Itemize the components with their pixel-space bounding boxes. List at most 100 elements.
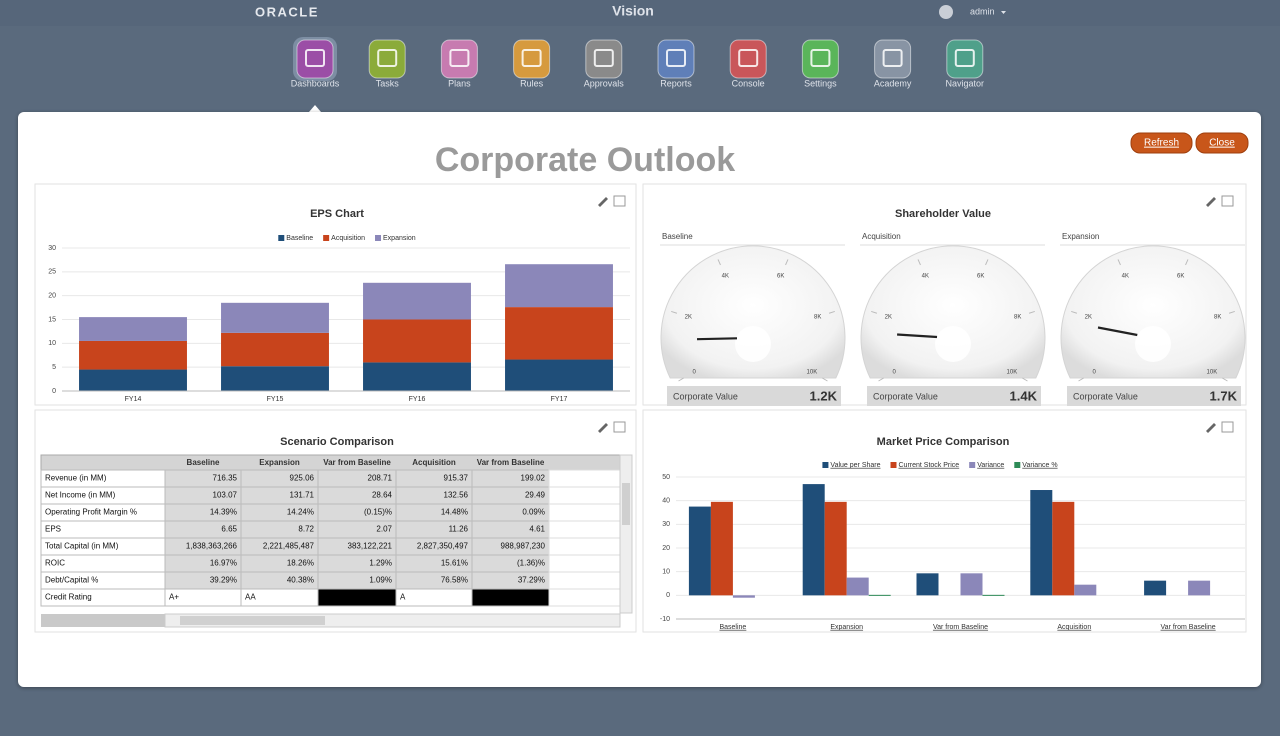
nav-label[interactable]: Approvals [584,78,625,88]
nav-icon[interactable] [513,39,551,79]
legend-swatch[interactable] [969,462,976,468]
table-cell [548,486,621,505]
column-header: Baseline [187,458,220,467]
user-name[interactable]: admin [970,6,995,16]
y-tick-label: 25 [48,269,56,276]
nav-label[interactable]: Rules [520,78,544,88]
edit-icon[interactable] [1206,197,1216,207]
maximize-icon[interactable] [613,421,626,433]
user-icon[interactable] [939,5,953,19]
horizontal-scroll-thumb[interactable] [180,616,325,625]
edit-icon[interactable] [1206,423,1216,433]
gauge-tick [822,377,828,382]
y-tick-label: 10 [48,340,56,347]
cell-value: 716.35 [213,474,238,483]
maximize-icon[interactable] [1221,195,1234,207]
vertical-scrollbar[interactable] [619,454,633,614]
cell-value: 28.64 [372,491,393,500]
bar-segment [79,317,187,341]
bar [710,501,733,596]
cell-value: 40.38% [287,576,314,585]
gauge-tick [1022,377,1028,382]
nav-label[interactable]: Reports [660,78,692,88]
gauge-value: 1.2K [810,388,838,403]
nav-label[interactable]: Settings [804,78,837,88]
nav-icon[interactable] [368,39,406,79]
user-caret[interactable] [1001,11,1006,14]
cell-value: AA [245,593,256,602]
maximize-icon[interactable] [1221,421,1234,433]
row-label: Operating Profit Margin % [45,508,137,517]
nav-icon[interactable] [440,39,478,79]
gauge-tick-label: 10K [1007,370,1018,376]
legend-label[interactable]: Current Stock Price [899,462,960,469]
cell-value: 925.06 [290,474,315,483]
button-label[interactable]: Close [1209,138,1235,149]
nav-icon[interactable] [801,39,839,79]
bar [1052,501,1075,596]
vertical-scroll-thumb[interactable] [622,483,630,525]
gauge-tick-label: 4K [922,273,929,279]
maximize-icon[interactable] [613,195,626,207]
gauge-tick-label: 6K [1177,273,1184,279]
nav-icon-glyph [954,49,975,67]
gauge-needle [696,337,738,341]
y-tick-label: 0 [666,592,670,599]
legend-swatch[interactable] [822,462,829,468]
gauge-tick-label: 8K [814,315,821,321]
gauge-header: Expansion [1062,232,1099,241]
legend-label[interactable]: Variance [977,462,1004,469]
cell-value: 199.02 [521,474,546,483]
gauge-tick [1228,310,1235,314]
legend-swatch[interactable] [1014,462,1021,468]
table-cell [548,537,621,556]
cell-value: 2,221,485,487 [263,542,315,551]
bar [1144,580,1167,596]
legend-swatch [323,235,330,241]
legend: Value per Share Current Stock Price Varian… [822,462,1058,469]
bar-segment [363,282,471,320]
nav-icon-glyph [810,49,831,67]
cell-value: 2.07 [376,525,392,534]
table-cell [471,588,550,607]
nav-icon[interactable] [946,39,984,79]
table-cell [548,571,621,590]
gauge-tick-label: 2K [885,315,892,321]
button-label[interactable]: Refresh [1144,138,1179,149]
nav-icon[interactable] [729,39,767,79]
cell-value: 76.58% [441,576,468,585]
legend-label[interactable]: Variance % [1022,462,1057,469]
y-tick-label: 30 [48,245,56,252]
gauge-value: 1.4K [1010,388,1038,403]
gauge-header: Baseline [662,232,693,241]
nav-icon[interactable] [874,39,912,79]
legend-label[interactable]: Value per Share [830,462,880,469]
nav-label[interactable]: Plans [448,78,471,88]
gauge-tick [878,377,884,382]
edit-icon[interactable] [598,197,608,207]
nav-label[interactable]: Navigator [946,78,985,88]
cell-value: 6.65 [221,525,237,534]
nav-label[interactable]: Academy [874,78,912,88]
nav-label[interactable]: Tasks [376,78,400,88]
nav-icon-glyph [666,49,686,67]
legend-swatch [278,235,285,241]
cell-value: 18.26% [287,559,314,568]
x-tick-label: Baseline [719,624,746,631]
nav-icon[interactable] [585,39,623,79]
button[interactable] [1195,132,1249,154]
button[interactable] [1130,132,1193,154]
gauge-tick [985,259,989,266]
gauge-tick [1222,377,1228,382]
gauge-tick-label: 0 [892,370,896,376]
nav-icon[interactable] [657,39,695,79]
nav-label[interactable]: Console [732,78,765,88]
edit-icon[interactable] [598,423,608,433]
gauge-needle [1097,326,1138,337]
legend-swatch[interactable] [890,462,897,468]
nav-icon-glyph [882,49,903,67]
table-cell [548,469,621,488]
gauge-value-label: Corporate Value [673,391,738,401]
nav-icon[interactable] [296,39,334,79]
nav-label[interactable]: Dashboards [291,78,340,88]
